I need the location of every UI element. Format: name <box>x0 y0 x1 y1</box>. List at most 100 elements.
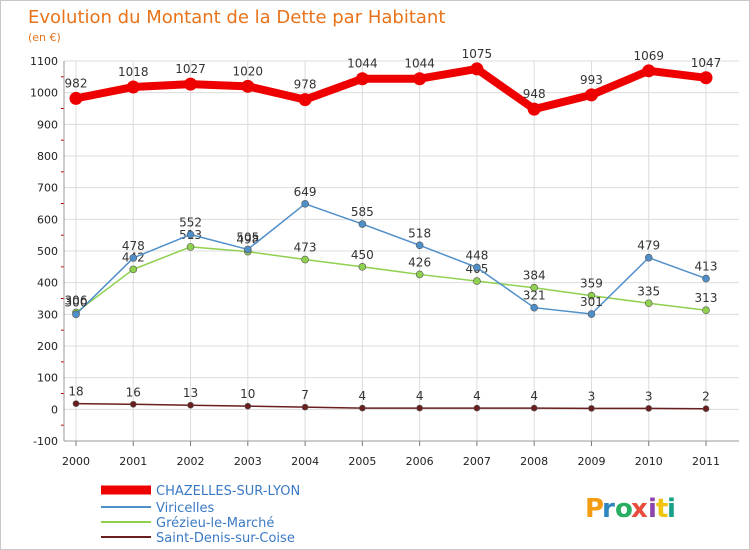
data-point <box>587 310 596 318</box>
series-0: 982 1018 1027 1020 978 1044 1044 1075 948 993 1069… <box>65 47 721 116</box>
data-label: 13 <box>183 386 198 400</box>
x-tick-label: 2000 <box>62 455 90 468</box>
data-point <box>298 93 312 107</box>
data-label: 3 <box>645 389 653 403</box>
x-tick-label: 2002 <box>177 455 205 468</box>
y-tick-label: 400 <box>37 277 58 290</box>
x-tick-label: 2010 <box>635 455 663 468</box>
brand-letter: o <box>615 494 633 524</box>
data-label: 313 <box>695 291 718 305</box>
grid <box>64 60 739 442</box>
proxiti-logo: Pr ox i ti <box>585 494 676 524</box>
brand-letter: r <box>602 494 615 524</box>
legend-label: Viricelles <box>156 501 215 516</box>
data-label: 1020 <box>233 64 264 78</box>
y-tick-label: 1000 <box>30 87 58 100</box>
data-point <box>587 291 596 300</box>
legend-item: CHAZELLES-SUR-LYON <box>101 484 300 499</box>
data-point <box>72 400 80 407</box>
data-label: 335 <box>637 284 660 298</box>
data-point <box>413 72 427 86</box>
series-2: 306442513498473450426405384359335313 <box>65 228 718 317</box>
data-point <box>301 200 309 208</box>
data-label: 4 <box>530 389 538 403</box>
data-point <box>473 263 481 272</box>
data-point <box>702 405 710 413</box>
data-point <box>527 102 541 116</box>
brand-letter: i <box>667 494 676 524</box>
brand-letter: x <box>631 494 648 524</box>
y-axis: -100 0 100 200 300 400 500 600 700 800 900 1000 1100 <box>30 55 65 448</box>
data-point <box>415 241 424 250</box>
data-label: 7 <box>301 388 309 402</box>
data-label: 978 <box>294 78 317 92</box>
data-point <box>69 91 83 105</box>
data-label: 3 <box>588 389 596 403</box>
data-label: 478 <box>122 239 145 253</box>
data-label: 993 <box>580 73 603 87</box>
data-point <box>358 220 367 228</box>
data-label: 498 <box>236 233 259 247</box>
brand-letter: t <box>656 494 668 524</box>
legend-label: Saint-Denis-sur-Coise <box>156 531 295 546</box>
series-line <box>75 246 707 314</box>
data-point <box>588 405 595 412</box>
data-label: 4 <box>473 389 481 403</box>
data-label: 306 <box>65 293 88 307</box>
data-point <box>301 255 309 264</box>
data-label: 1044 <box>404 57 435 71</box>
x-tick-label: 2001 <box>119 455 147 468</box>
data-point <box>644 253 653 262</box>
y-tick-label: 800 <box>37 150 58 163</box>
data-point <box>129 254 138 262</box>
data-point <box>530 283 538 292</box>
data-label: 1044 <box>347 57 378 71</box>
data-point <box>129 400 137 408</box>
y-tick-label: 500 <box>37 245 58 258</box>
data-point <box>473 277 481 285</box>
data-point <box>184 77 198 91</box>
legend-item: Viricelles <box>101 501 215 516</box>
data-label: 479 <box>637 239 660 253</box>
data-point <box>699 71 713 85</box>
data-point <box>702 306 710 315</box>
data-label: 649 <box>294 185 317 199</box>
series-line <box>72 64 710 114</box>
data-label: 473 <box>294 241 317 255</box>
data-point <box>702 274 710 283</box>
series-line <box>75 402 707 410</box>
data-point <box>644 299 653 308</box>
data-label: 450 <box>351 248 374 262</box>
data-label: 300 <box>65 295 88 309</box>
y-tick-label: 600 <box>37 213 58 226</box>
data-label: 426 <box>408 255 431 269</box>
chart-title: Evolution du Montant de la Dette par Hab… <box>28 7 445 28</box>
series-layer: 1816131074444332306442513498473450426405… <box>65 47 721 413</box>
y-tick-label: 100 <box>37 372 58 385</box>
data-point <box>186 230 195 239</box>
data-point <box>645 405 653 412</box>
data-label: 1069 <box>633 49 664 63</box>
x-tick-label: 2007 <box>463 455 491 468</box>
x-tick-label: 2003 <box>234 455 262 468</box>
data-point <box>244 402 252 410</box>
y-tick-label: 700 <box>37 182 58 195</box>
legend-item: Saint-Denis-sur-Coise <box>101 531 295 546</box>
data-point <box>584 88 598 102</box>
data-label: 321 <box>523 289 546 303</box>
data-label: 4 <box>416 389 424 403</box>
data-label: 16 <box>126 385 141 399</box>
data-point <box>470 62 484 76</box>
data-point <box>642 64 656 78</box>
data-point <box>244 245 252 254</box>
y-tick-label: 1100 <box>30 55 58 68</box>
data-label: 301 <box>580 295 603 309</box>
data-label: 948 <box>523 87 546 101</box>
data-point <box>355 72 369 86</box>
data-label: 359 <box>580 277 603 291</box>
data-label: 585 <box>351 205 374 219</box>
data-label: 505 <box>236 230 259 244</box>
legend-item: Grézieu-le-Marché <box>101 516 274 531</box>
x-tick-label: 2009 <box>577 455 605 468</box>
